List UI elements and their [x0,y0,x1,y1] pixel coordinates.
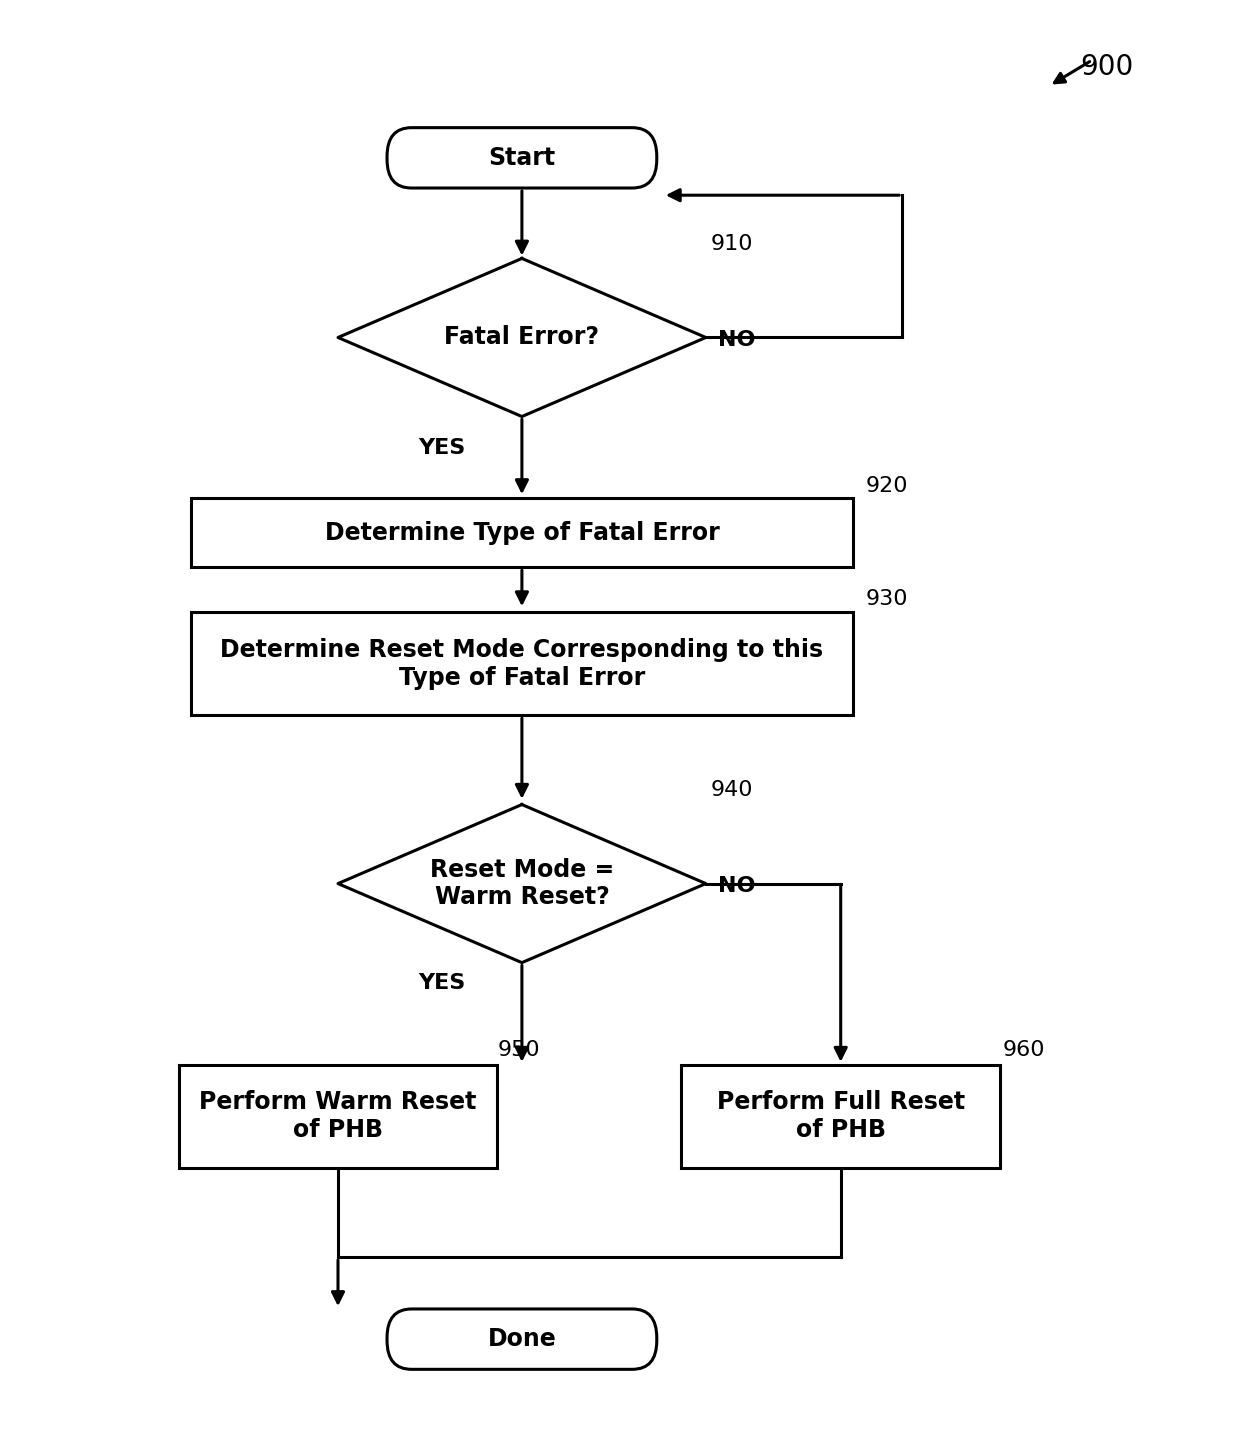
Text: 960: 960 [1003,1040,1045,1061]
Text: 930: 930 [866,589,908,609]
Polygon shape [339,804,706,962]
Polygon shape [339,258,706,416]
Bar [179,1065,497,1168]
Text: NO: NO [718,876,755,897]
Text: Done: Done [487,1328,557,1351]
FancyBboxPatch shape [387,128,657,189]
Text: Determine Reset Mode Corresponding to this
Type of Fatal Error: Determine Reset Mode Corresponding to th… [221,638,823,689]
Text: NO: NO [718,331,755,350]
Text: 900: 900 [1080,52,1133,81]
Text: Perform Full Reset
of PHB: Perform Full Reset of PHB [717,1091,965,1142]
Text: Perform Warm Reset
of PHB: Perform Warm Reset of PHB [200,1091,476,1142]
Text: 950: 950 [497,1040,539,1061]
Text: 910: 910 [711,234,753,254]
FancyBboxPatch shape [387,1309,657,1370]
Bar [681,1065,1001,1168]
Text: Determine Type of Fatal Error: Determine Type of Fatal Error [325,521,719,546]
Text: Start: Start [489,147,556,170]
Text: 920: 920 [866,476,908,496]
Text: Fatal Error?: Fatal Error? [444,325,599,350]
Text: Reset Mode =
Warm Reset?: Reset Mode = Warm Reset? [430,858,614,910]
Text: 940: 940 [711,781,753,801]
Bar [191,499,853,567]
Text: YES: YES [419,438,466,459]
Text: YES: YES [419,972,466,992]
Bar [191,612,853,715]
